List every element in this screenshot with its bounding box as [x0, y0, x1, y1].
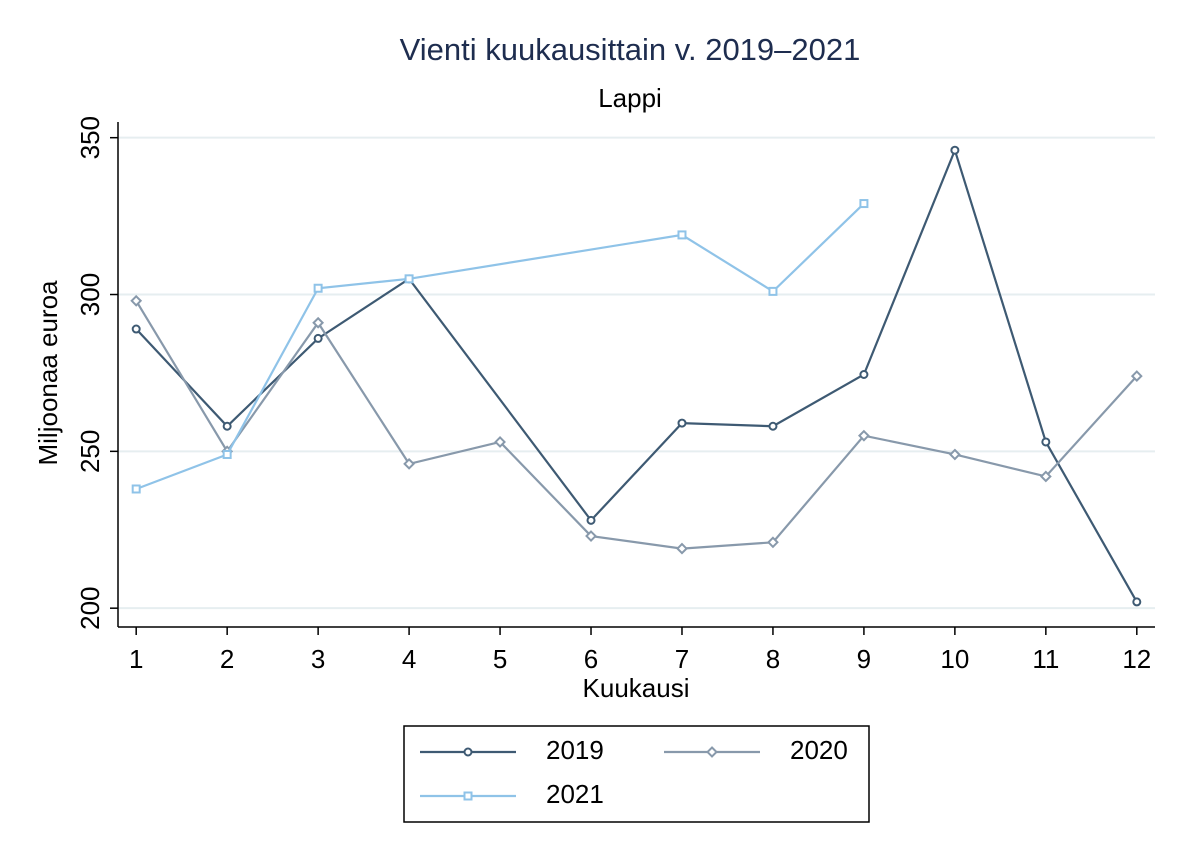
point [404, 274, 414, 284]
y-axis-label: Miljoonaa euroa [33, 280, 63, 466]
x-tick-label: 9 [857, 644, 871, 674]
x-axis-label: Kuukausi [583, 673, 690, 703]
point [857, 429, 870, 442]
point [131, 484, 141, 494]
point [403, 457, 416, 470]
point [676, 542, 688, 555]
legend-marker [463, 747, 473, 757]
point [585, 530, 597, 542]
x-tick-label: 6 [584, 644, 598, 674]
point [768, 286, 778, 296]
x-tick-label: 5 [493, 644, 507, 674]
legend-label: 2019 [546, 735, 604, 765]
point [313, 333, 323, 343]
point [1132, 597, 1142, 607]
point [859, 370, 869, 379]
x-tick-label: 11 [1032, 644, 1059, 674]
point [131, 324, 141, 334]
point [767, 536, 779, 549]
legend-label: 2021 [546, 779, 604, 809]
y-tick-label: 250 [75, 430, 105, 473]
series-line [135, 146, 1138, 603]
point [1130, 370, 1143, 382]
point [313, 283, 323, 293]
legend-marker [706, 746, 718, 758]
point [1041, 437, 1051, 447]
point [677, 230, 687, 240]
x-tick-label: 12 [1122, 644, 1151, 674]
y-tick-label: 200 [75, 586, 105, 629]
legend-marker [463, 791, 473, 801]
point [1039, 470, 1052, 483]
chart-title: Vienti kuukausittain v. 2019–2021 [400, 32, 861, 67]
y-tick-label: 350 [75, 116, 105, 159]
x-tick-label: 2 [220, 644, 234, 674]
legend-box [403, 725, 870, 823]
point [677, 418, 687, 428]
point [222, 449, 232, 459]
point [948, 448, 961, 461]
point [768, 421, 778, 431]
point [312, 316, 325, 329]
series-line [135, 300, 1138, 550]
x-tick-label: 4 [402, 644, 416, 674]
point [222, 421, 232, 431]
legend-label: 2020 [790, 735, 848, 765]
point [950, 145, 960, 155]
x-tick-label: 8 [766, 644, 780, 674]
y-tick-label: 300 [75, 273, 105, 316]
x-tick-label: 7 [675, 644, 689, 674]
chart-subtitle: Lappi [598, 83, 662, 113]
point [859, 199, 869, 209]
x-tick-label: 1 [129, 644, 143, 674]
x-tick-label: 3 [311, 644, 325, 674]
x-tick-label: 10 [940, 644, 969, 674]
point [130, 294, 143, 307]
point [586, 515, 596, 525]
point [494, 436, 506, 448]
